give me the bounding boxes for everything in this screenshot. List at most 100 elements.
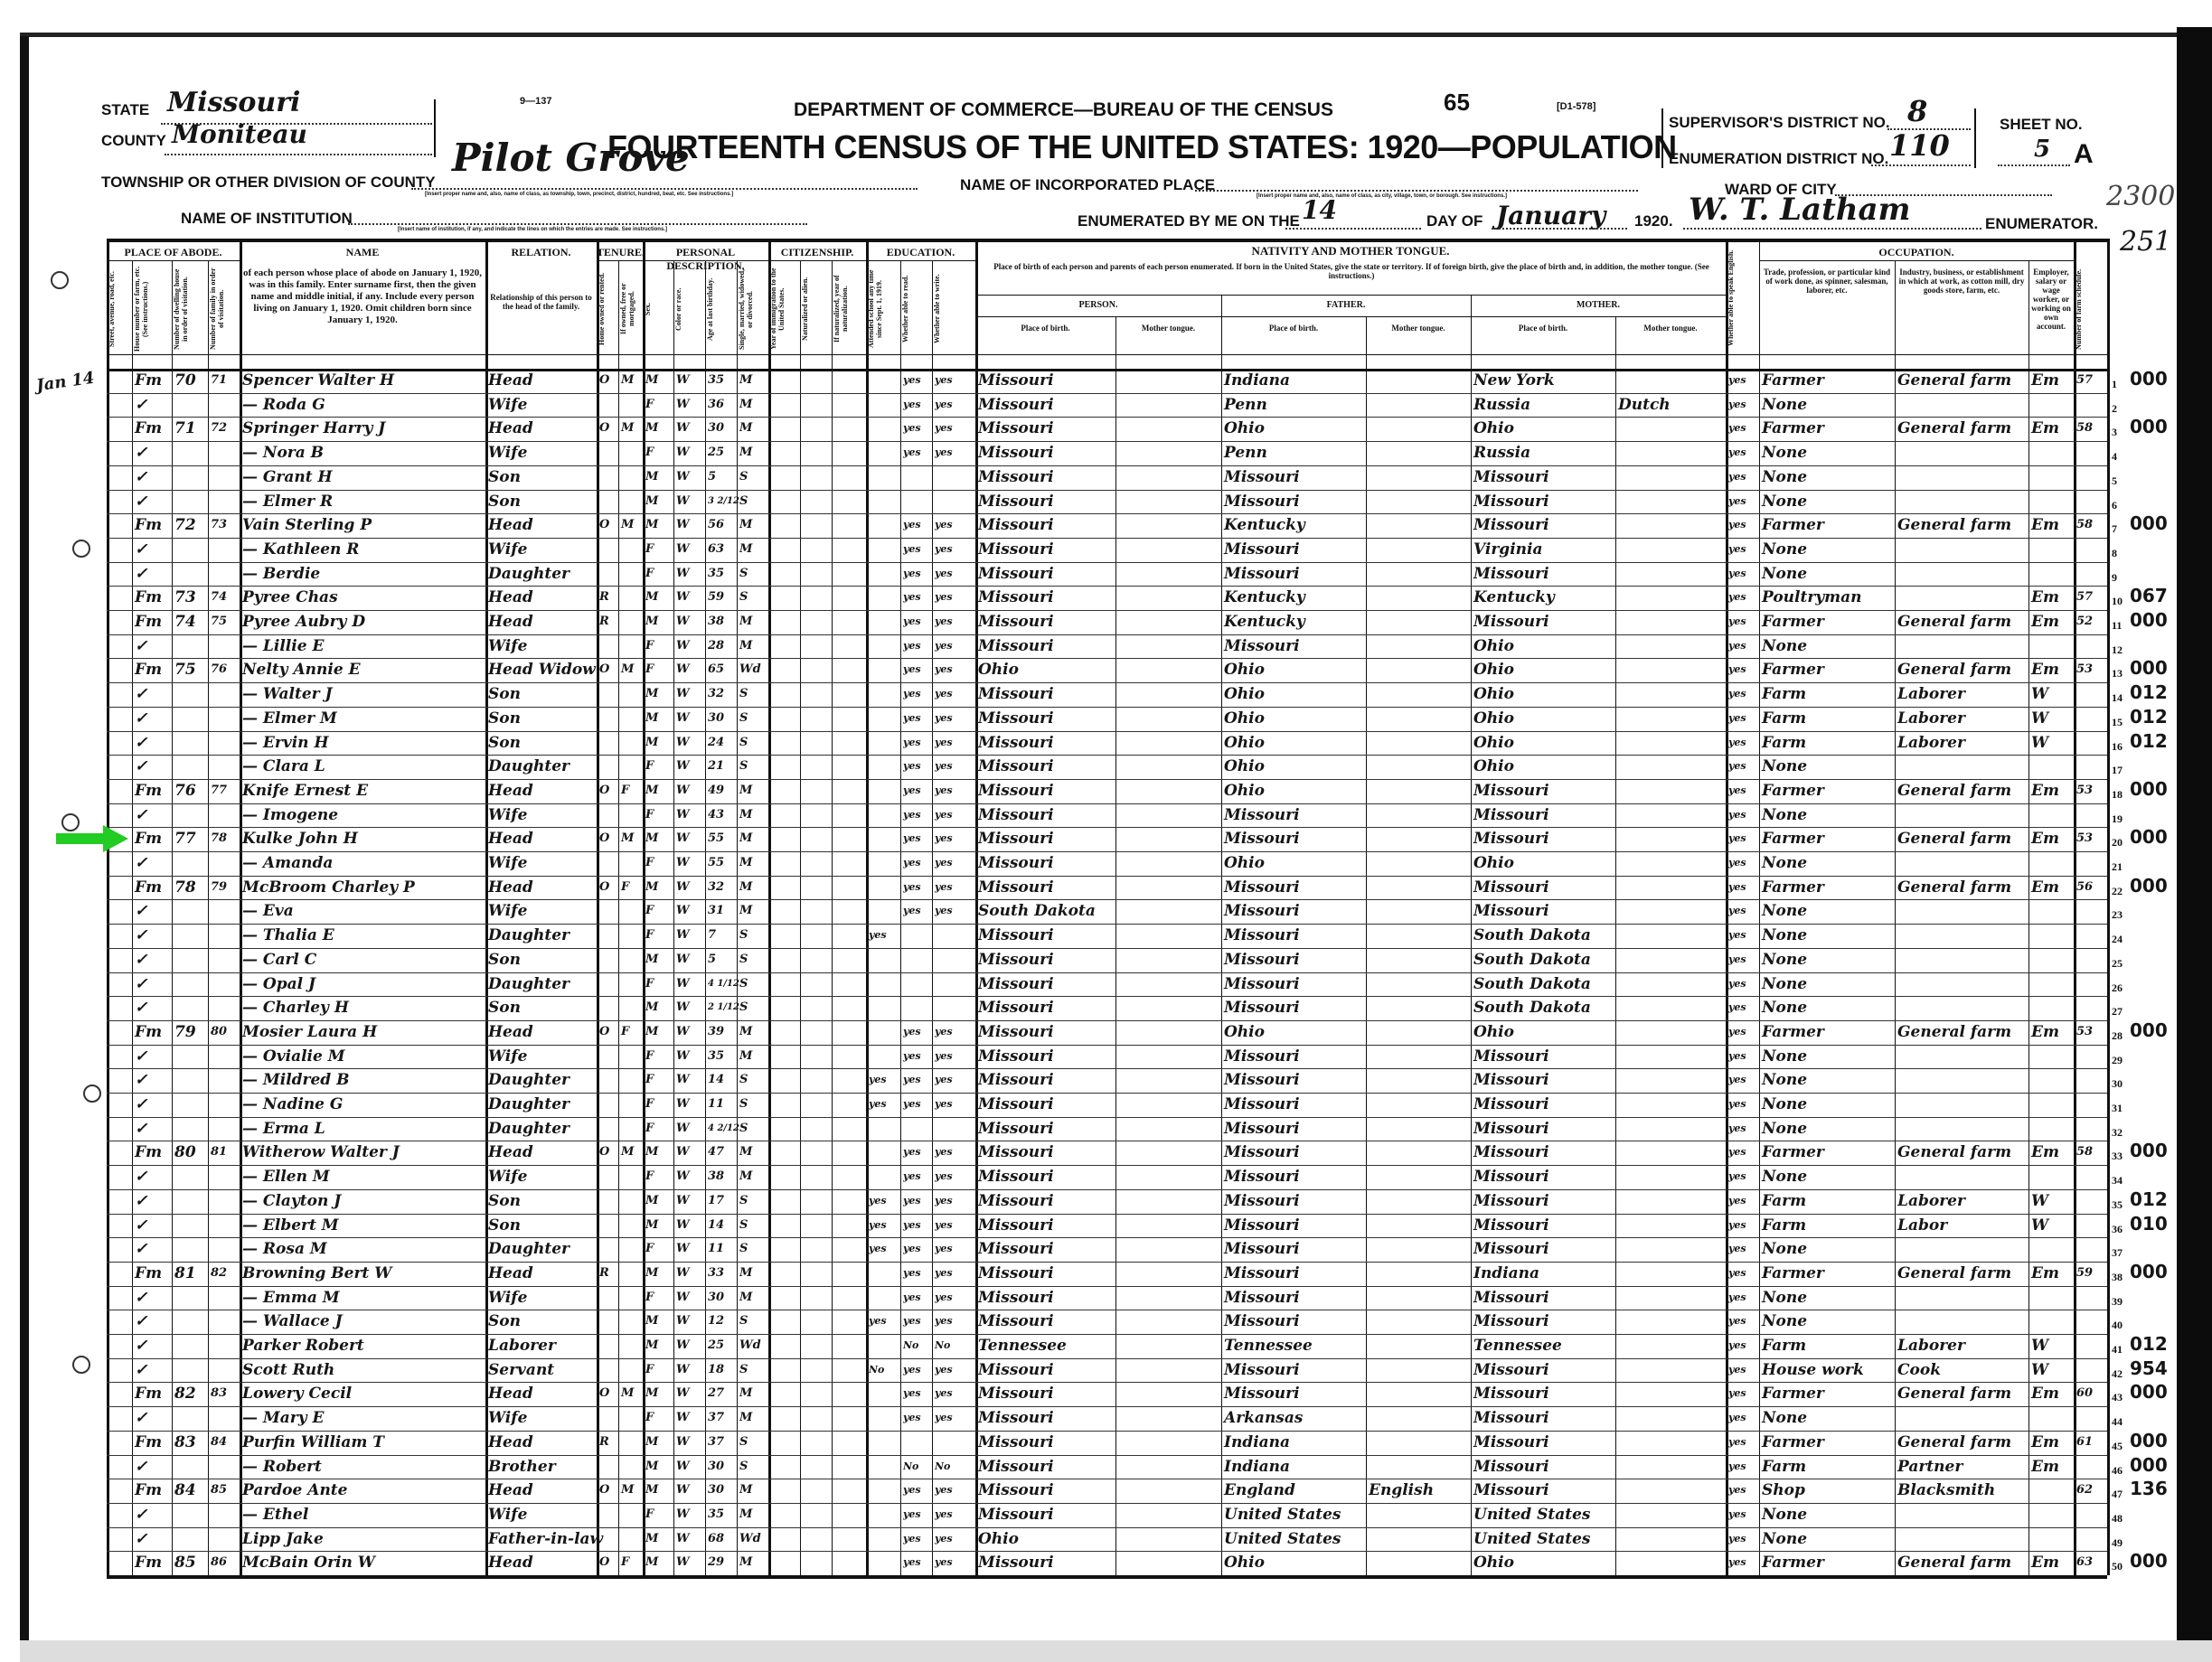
cell-sch: yes: [869, 1243, 887, 1255]
cell-code: 000: [2130, 512, 2168, 535]
row-rule: [107, 682, 2107, 684]
census-title: FOURTEENTH CENSUS OF THE UNITED STATES: …: [607, 128, 1677, 165]
cell-fbp: Ohio: [1224, 709, 1265, 728]
cell-fbp: Missouri: [1224, 805, 1300, 824]
cell-age: 55: [708, 831, 725, 846]
cell-eng: yes: [1728, 784, 1746, 796]
cell-abode: ✓: [135, 1240, 148, 1259]
cell-age: 36: [708, 397, 725, 411]
cell-color: W: [676, 1459, 690, 1473]
column-header-8: If owned, free or mortgaged.: [619, 283, 635, 335]
cell-age: 25: [708, 446, 725, 460]
column-rule: [597, 239, 599, 1575]
cell-bp: Missouri: [978, 926, 1054, 945]
cell-occ: None: [1762, 1047, 1808, 1066]
cell-occ: None: [1762, 540, 1808, 559]
cell-age: 4 2/12: [708, 1122, 739, 1133]
cell-cls: W: [2031, 709, 2049, 728]
cell-color: W: [676, 710, 690, 725]
group-rule: [107, 260, 240, 261]
cell-abode: ✓: [135, 1409, 148, 1428]
cell-color: W: [676, 1193, 690, 1207]
cell-sex: M: [645, 1434, 659, 1449]
cell-occ: None: [1762, 636, 1808, 655]
cell-fbp: Missouri: [1224, 1216, 1300, 1235]
cell-ind: General farm: [1897, 1432, 2012, 1451]
cell-age: 30: [708, 1290, 725, 1304]
cell-age: 63: [708, 541, 725, 556]
cell-read: yes: [903, 1387, 921, 1400]
cell-color: W: [676, 1290, 690, 1304]
row-rule: [107, 875, 2107, 877]
cell-age: 37: [708, 1434, 725, 1449]
cell-eng: yes: [1728, 422, 1746, 435]
cell-cls: W: [2031, 1337, 2049, 1355]
cell-ind: General farm: [1897, 1022, 2012, 1041]
cell-sch: yes: [869, 1218, 887, 1231]
cell-name: — Berdie: [242, 564, 321, 583]
enumerated-label: ENUMERATED BY ME ON THE: [1078, 212, 1300, 230]
cell-bp: Missouri: [978, 564, 1054, 583]
cell-read: yes: [903, 1025, 921, 1038]
row-rule: [107, 1526, 2107, 1528]
cell-write: yes: [935, 1243, 953, 1255]
cell-sex: M: [645, 1000, 659, 1015]
cell-name: — Emma M: [242, 1288, 340, 1307]
cell-name: Lipp Jake: [242, 1529, 324, 1548]
cell-occ: None: [1762, 1095, 1808, 1113]
line-number: 39: [2112, 1294, 2123, 1308]
cell-occ: None: [1762, 1071, 1808, 1090]
cell-rel: Son: [488, 1312, 521, 1331]
cell-mar: S: [739, 1242, 748, 1256]
column-header-3: Number of dwelling house in order of vis…: [173, 268, 189, 350]
cell-color: W: [676, 662, 690, 677]
cell-fbp: Missouri: [1224, 902, 1300, 921]
cell-own: O: [599, 1024, 610, 1038]
cell-mbp: Missouri: [1473, 878, 1549, 897]
cell-write: yes: [935, 446, 953, 459]
cell-code: 000: [2130, 1140, 2168, 1162]
cell-occ: None: [1762, 999, 1808, 1018]
cell-abode: ✓: [135, 805, 148, 824]
cell-eng: yes: [1728, 1266, 1746, 1279]
row-rule: [107, 1068, 2107, 1070]
cell-mar: M: [739, 1507, 753, 1521]
cell-eng: yes: [1728, 905, 1746, 917]
cell-read: yes: [903, 422, 921, 435]
cell-write: yes: [935, 808, 953, 821]
cell-sch: yes: [869, 1074, 887, 1086]
row-rule: [107, 1116, 2107, 1118]
cell-sex: M: [645, 1483, 659, 1498]
cell-cls: W: [2031, 685, 2049, 704]
cell-read: yes: [903, 1363, 921, 1376]
group-rule: [975, 295, 1726, 296]
cell-abode: Fm: [135, 1385, 163, 1404]
day-underline: [1285, 228, 1421, 230]
cell-read: yes: [903, 1243, 921, 1255]
cell-age: 11: [708, 1097, 725, 1111]
cell-fbp: Missouri: [1224, 1312, 1300, 1331]
cell-sex: M: [645, 1531, 659, 1545]
cell-mar: M: [739, 373, 753, 387]
cell-bp: Missouri: [978, 1263, 1054, 1282]
cell-name: — Elmer R: [242, 492, 334, 511]
cell-bp: Missouri: [978, 685, 1054, 704]
cell-age: 14: [708, 1217, 725, 1232]
cell-write: yes: [935, 880, 953, 893]
cell-dw: 76: [174, 781, 196, 800]
state-bracket: [434, 99, 436, 157]
cell-fbp: Missouri: [1224, 926, 1300, 945]
cell-sex: M: [645, 1459, 659, 1473]
cell-sex: F: [645, 759, 654, 774]
cell-cls: Em: [2031, 1432, 2059, 1451]
cell-color: W: [676, 928, 690, 943]
line-number: 4: [2112, 450, 2117, 464]
cell-sex: M: [645, 831, 659, 846]
cell-abode: ✓: [135, 685, 148, 704]
cell-mar: M: [739, 397, 753, 411]
cell-abode: ✓: [135, 902, 148, 921]
cell-read: yes: [903, 760, 921, 773]
line-number: 25: [2112, 956, 2123, 970]
cell-eng: yes: [1728, 1243, 1746, 1255]
cell-mar: S: [739, 928, 748, 943]
